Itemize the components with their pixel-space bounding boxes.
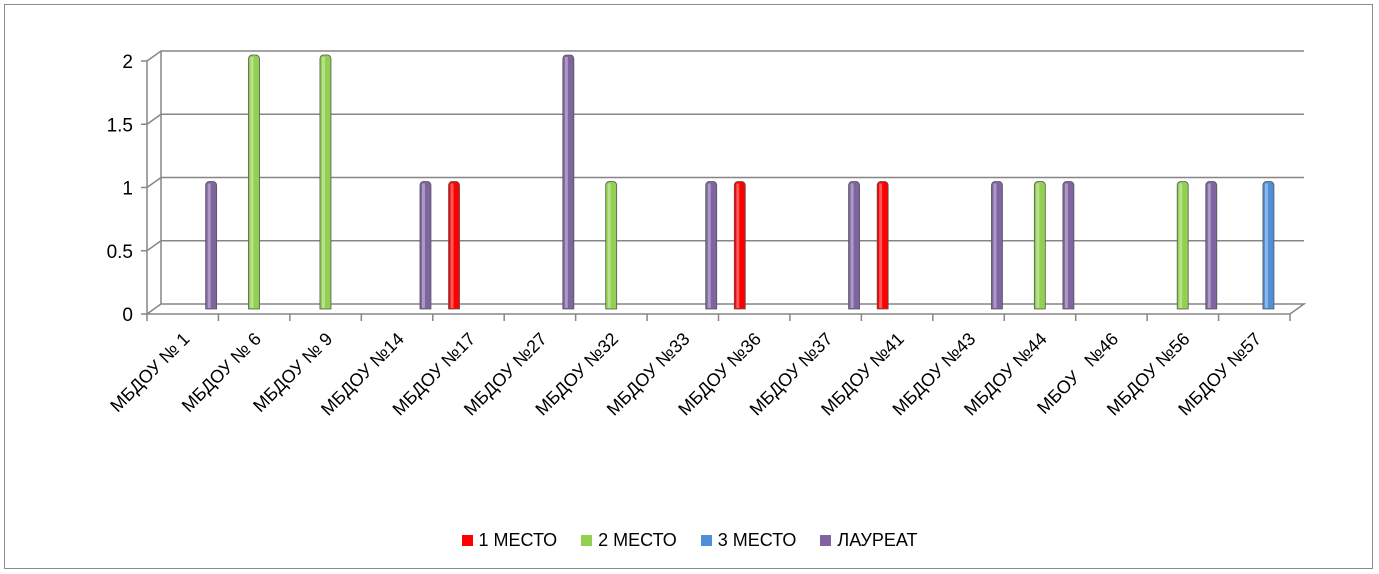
bar-highlight	[450, 183, 454, 308]
y-tick-label: 0	[122, 305, 133, 326]
legend-item-3: 3 МЕСТО	[700, 530, 797, 551]
bar	[419, 181, 432, 310]
y-tick-label: 1.5	[107, 115, 133, 136]
bar	[1176, 181, 1189, 310]
legend-item-1: 1 МЕСТО	[461, 530, 558, 551]
bar	[848, 181, 860, 310]
bar-highlight	[993, 183, 997, 308]
bar	[1262, 181, 1275, 310]
legend-label-1: 1 МЕСТО	[478, 530, 558, 550]
bar	[562, 54, 575, 310]
bar-highlight	[207, 183, 211, 308]
legend-label-3: 3 МЕСТО	[717, 530, 797, 550]
bar	[705, 181, 718, 310]
bar-layer	[205, 54, 1275, 310]
bar	[205, 181, 218, 310]
bar	[1205, 181, 1218, 310]
bar-highlight	[1179, 183, 1183, 308]
chart-frame	[4, 4, 1373, 569]
bar-highlight	[1207, 183, 1211, 308]
legend: 1 МЕСТО 2 МЕСТО 3 МЕСТО ЛАУРЕАТ	[0, 530, 1379, 551]
bar	[876, 181, 889, 310]
bar-highlight	[250, 57, 254, 308]
bar-highlight	[421, 183, 425, 308]
legend-item-4: ЛАУРЕАТ	[820, 530, 917, 551]
legend-swatch-4	[820, 535, 832, 546]
bar	[1033, 181, 1046, 310]
bar	[733, 181, 746, 310]
bar-highlight	[1036, 183, 1040, 308]
bar-highlight	[564, 57, 568, 308]
legend-label-4: ЛАУРЕАТ	[837, 530, 918, 550]
legend-swatch-2	[581, 535, 593, 546]
y-tick-label: 0.5	[107, 242, 133, 263]
legend-swatch-3	[700, 535, 712, 546]
bar-highlight	[321, 57, 325, 308]
bar	[605, 181, 618, 310]
bar-highlight	[1264, 183, 1268, 308]
bar	[991, 181, 1003, 310]
legend-label-2: 2 МЕСТО	[598, 530, 677, 550]
bar	[448, 181, 460, 310]
legend-swatch-1	[461, 535, 473, 546]
y-tick-label: 1	[122, 179, 133, 200]
bar-highlight	[607, 183, 611, 308]
bar-highlight	[879, 183, 883, 308]
bar-highlight	[850, 183, 854, 308]
y-tick-label: 2	[122, 52, 133, 73]
bar	[319, 54, 332, 310]
axis-layer	[141, 51, 1307, 321]
bar-highlight	[736, 183, 740, 308]
floor	[144, 303, 1307, 315]
bar	[1062, 181, 1075, 310]
legend-item-2: 2 МЕСТО	[581, 530, 677, 551]
bar-highlight	[1064, 183, 1068, 308]
bar	[248, 54, 260, 310]
bar-highlight	[707, 183, 711, 308]
